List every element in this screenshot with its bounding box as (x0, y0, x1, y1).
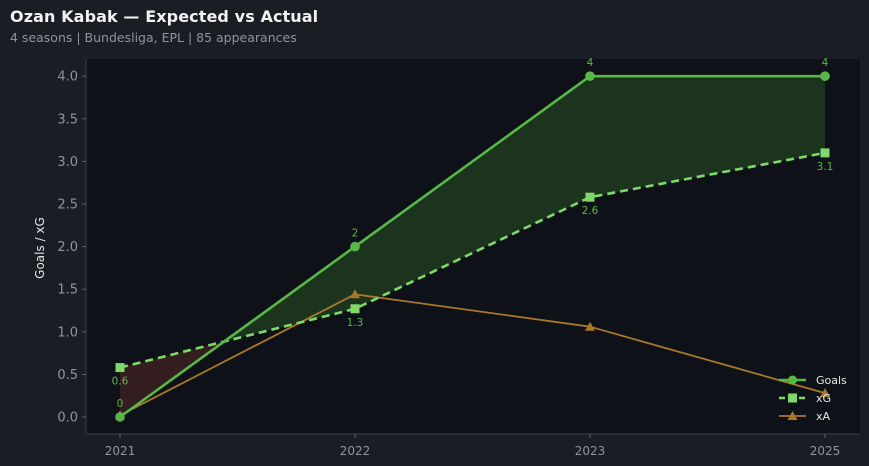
y-tick-label: 0.0 (57, 411, 78, 426)
goals-point (585, 71, 595, 81)
y-tick-label: 3.0 (57, 155, 78, 170)
y-tick-label: 1.0 (57, 325, 78, 340)
goals-point (350, 241, 360, 252)
goals-point (115, 412, 125, 422)
chart-title: Ozan Kabak — Expected vs Actual (10, 7, 319, 26)
x-tick-label: 2025 (810, 444, 841, 458)
xg-point (350, 304, 360, 314)
y-tick-label: 1.5 (57, 283, 78, 298)
xa-point (585, 321, 595, 331)
x-tick-label: 2023 (575, 444, 606, 458)
legend-goals-marker (788, 375, 797, 385)
goals-data-label: 4 (822, 57, 829, 69)
xg-point (115, 363, 125, 373)
x-tick-label: 2021 (105, 444, 136, 458)
xg-data-label: 3.1 (817, 161, 834, 173)
y-tick-label: 2.0 (57, 240, 78, 255)
legend-xg-marker (788, 393, 797, 403)
xa-line (119, 293, 826, 417)
legend-goals-label: Goals (816, 374, 847, 387)
goals-data-label: 4 (587, 57, 594, 69)
xa-point (350, 289, 360, 299)
y-tick-label: 2.5 (57, 198, 78, 213)
xg-data-label: 1.3 (347, 317, 364, 329)
y-tick-label: 0.5 (57, 368, 78, 383)
xg-point (585, 192, 595, 202)
legend-xa-label: xA (816, 410, 831, 423)
goals-point (820, 71, 830, 81)
xg-line (119, 151, 826, 369)
y-tick-label: 3.5 (57, 112, 78, 127)
goals-data-label: 2 (352, 228, 359, 240)
goals-data-label: 0 (117, 398, 124, 410)
chart-subtitle: 4 seasons | Bundesliga, EPL | 85 appeara… (10, 30, 297, 45)
legend-xg-label: xG (816, 392, 831, 405)
goals-line (119, 74, 825, 419)
y-tick-label: 4.0 (57, 70, 78, 85)
xg-data-label: 2.6 (582, 205, 599, 217)
overperform-area (224, 76, 826, 342)
xg-point (820, 148, 830, 158)
legend-xa-marker (787, 411, 798, 420)
legend: Goals xG xA (779, 374, 847, 423)
x-tick-label: 2022 (340, 444, 371, 458)
xa-point (820, 388, 830, 398)
xg-data-label: 0.6 (112, 376, 129, 388)
y-axis-label: Goals / xG (33, 217, 47, 279)
